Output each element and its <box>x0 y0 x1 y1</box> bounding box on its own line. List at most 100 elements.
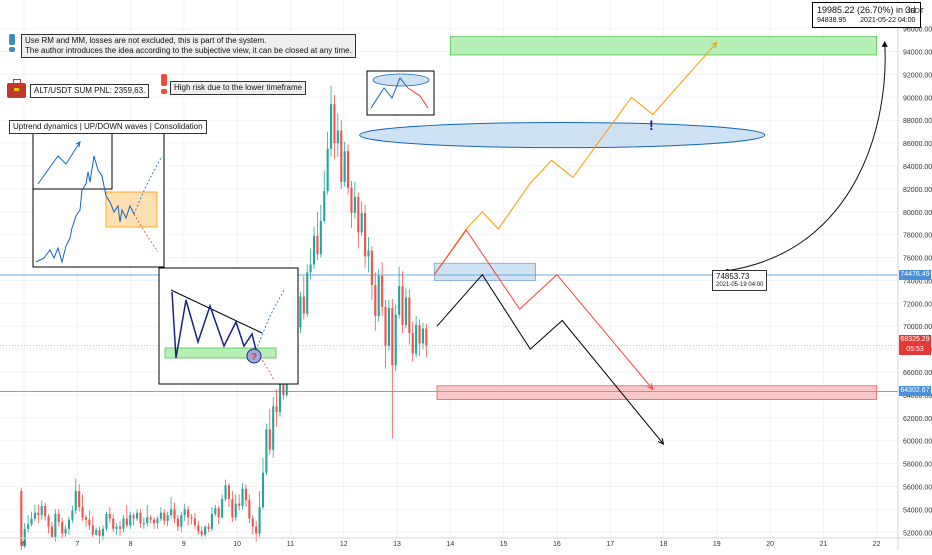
candle-body <box>197 525 200 532</box>
candle-body <box>353 196 356 213</box>
candle-body <box>64 528 67 534</box>
inset-question-circle <box>246 348 262 364</box>
inset-support-zone <box>164 347 277 359</box>
candle-body <box>170 509 173 516</box>
disclaimer-note[interactable]: Use RM and MM, losses are not excluded, … <box>21 34 356 58</box>
candle-body <box>98 529 101 536</box>
candle-body <box>221 499 224 518</box>
candle-body <box>156 518 159 524</box>
price-tick-label: 56000.00 <box>903 484 932 491</box>
candle-body <box>251 518 254 527</box>
candle-body <box>217 508 220 518</box>
time-tick-label: 7 <box>75 541 79 548</box>
candle-body <box>350 187 353 213</box>
candle-body <box>227 485 230 500</box>
measure-time: 2021-05-22 04:00 <box>860 17 916 24</box>
candle-body <box>180 515 183 527</box>
measure-line-1: 19985.22 (26.70%) in 3d <box>817 5 916 15</box>
pattern-note[interactable]: Uptrend dynamics | UP/DOWN waves | Conso… <box>9 120 207 134</box>
price-tick-label: 60000.00 <box>903 439 932 446</box>
candle-body <box>37 512 40 516</box>
candle-body <box>333 104 336 144</box>
candle-body <box>135 512 139 519</box>
candle-body <box>149 517 152 520</box>
candle-body <box>30 518 33 525</box>
candle-body <box>336 130 339 144</box>
zone-target <box>449 36 878 56</box>
candle-body <box>278 378 282 413</box>
briefcase-icon <box>7 79 26 98</box>
candle-body <box>234 503 237 518</box>
candle-body <box>261 472 265 508</box>
time-tick-label: 9 <box>182 541 186 548</box>
candle-body <box>129 515 132 526</box>
warning-icon <box>161 74 167 86</box>
pnl-note[interactable]: ALT/USDT SUM PNL: 2359,63. <box>30 84 150 98</box>
candle-body <box>357 196 360 233</box>
candle-body <box>364 212 367 257</box>
candle-body <box>67 519 71 529</box>
projection-paths <box>433 41 718 446</box>
candle-body <box>231 499 234 518</box>
info-icon-dot <box>9 47 15 52</box>
candle-body <box>183 509 186 516</box>
candle-body <box>306 272 309 314</box>
candle-body <box>343 151 346 183</box>
candle-body <box>122 518 125 529</box>
candle-body <box>347 151 350 188</box>
candle-body <box>374 285 377 316</box>
inset-up-dashed <box>133 155 163 215</box>
candle-body <box>309 264 312 273</box>
candle-body <box>118 526 122 529</box>
time-tick-label: 21 <box>819 541 827 548</box>
measure-label[interactable]: 19985.22 (26.70%) in 3d 94838.95 2021-05… <box>812 2 921 28</box>
price-tick-label: 72000.00 <box>903 301 932 308</box>
inset-uptrend-mini-frame <box>32 132 113 190</box>
candle-body <box>108 513 111 519</box>
candle-body <box>415 325 418 354</box>
time-tick-label: 11 <box>287 541 294 548</box>
candle-body <box>316 235 319 255</box>
candle-body <box>387 307 390 346</box>
candle-body <box>265 429 268 473</box>
pnl-text: ALT/USDT SUM PNL: 2359,63. <box>34 86 146 95</box>
risk-note[interactable]: High risk due to the lower timeframe <box>170 81 307 95</box>
candle-body <box>207 526 210 529</box>
candle-body <box>326 148 329 192</box>
measure-price: 94838.95 <box>817 17 847 24</box>
candle-body <box>81 507 84 518</box>
price-tick-label: 62000.00 <box>903 416 932 423</box>
candle-body <box>84 517 88 520</box>
candle-body <box>54 513 57 537</box>
price-tick-label: 58000.00 <box>903 462 932 469</box>
measure-line-2: 94838.95 2021-05-22 04:00 <box>817 16 916 25</box>
price-badge: 68325.29 <box>899 335 931 346</box>
candle-body <box>398 286 401 315</box>
price-badge: 64302.67 <box>899 386 931 397</box>
start-point-label[interactable]: 74853.73 2021-05-19 04:00 <box>712 270 768 291</box>
candle-body <box>71 510 74 520</box>
price-tick-label: 52000.00 <box>903 530 932 537</box>
candle-body <box>187 509 190 518</box>
candle-body <box>411 333 414 354</box>
candle-body <box>241 488 244 506</box>
candle-body <box>193 518 196 526</box>
candle-body <box>248 500 251 519</box>
candle-body <box>381 275 384 307</box>
candle-body <box>146 517 149 524</box>
time-tick-label: 15 <box>500 541 508 548</box>
price-tick-label: 92000.00 <box>903 72 932 79</box>
inset-mini-arrowhead <box>75 141 81 148</box>
inset-triangle-up-dashed <box>255 289 285 351</box>
inset-uptrend-line <box>35 155 135 264</box>
candle-body <box>340 130 343 183</box>
time-tick-label: 14 <box>446 541 454 548</box>
horizontal-levels <box>0 274 898 392</box>
zones <box>359 36 878 400</box>
candle-body <box>132 515 135 519</box>
pattern-text: Uptrend dynamics | UP/DOWN waves | Conso… <box>13 122 203 131</box>
candle-body <box>425 328 428 346</box>
price-badge: 74476.49 <box>899 269 931 280</box>
